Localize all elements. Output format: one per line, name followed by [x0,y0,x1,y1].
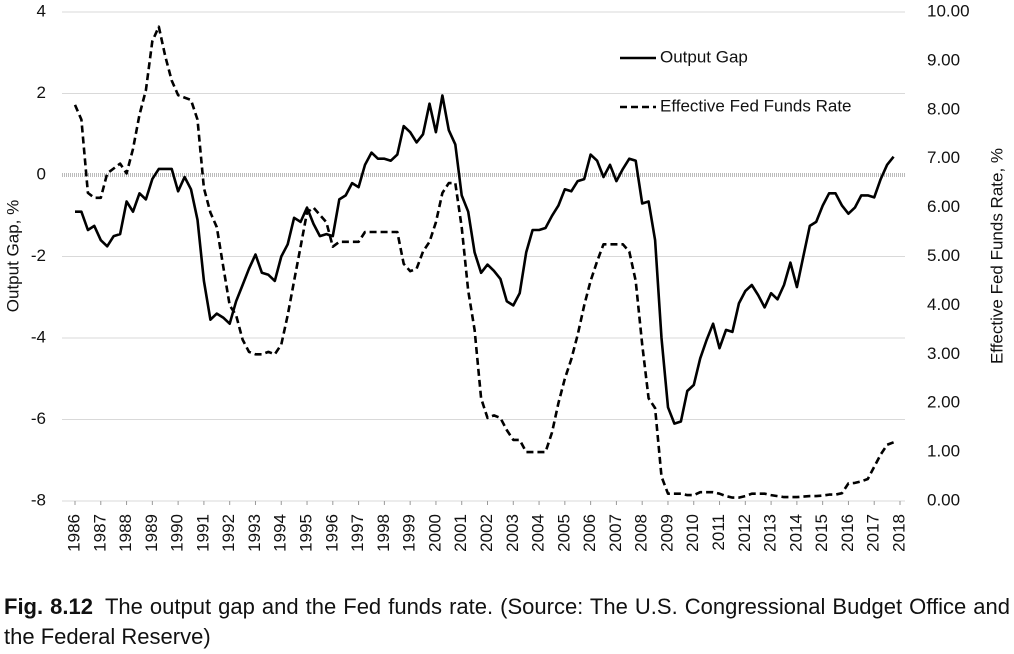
caption: Fig. 8.12 The output gap and the Fed fund… [4,592,1010,652]
y-tick-label: -4 [31,327,46,346]
y2-tick-label: 10.00 [927,1,970,20]
x-tick-label: 2012 [735,514,754,552]
grid [62,11,905,502]
x-tick-label: 1995 [297,514,316,552]
x-tick-label: 2002 [477,514,496,552]
x-tick-label: 1994 [271,514,290,552]
x-tick-label: 2005 [554,514,573,552]
y2-tick-label: 2.00 [927,393,960,412]
x-tick-label: 2003 [503,514,522,552]
legend-label: Effective Fed Funds Rate [660,96,852,115]
x-tick-label: 2017 [864,514,883,552]
x-tick-label: 2011 [709,514,728,551]
y2-tick-label: 1.00 [927,442,960,461]
x-tick-label: 1992 [219,514,238,552]
y-tick-label: 0 [37,164,46,183]
y2-axis-label: Effective Fed Funds Rate, % [987,148,1006,364]
y-tick-label: 2 [37,83,46,102]
series-line [73,25,895,499]
x-tick-label: 2010 [683,514,702,552]
y2-tick-label: 6.00 [927,197,960,216]
plot-area [73,25,895,499]
x-tick-label: 1986 [64,514,83,552]
x-tick-label: 2001 [451,514,470,552]
chart: Output Gap, % Effective Fed Funds Rate, … [3,1,1006,552]
x-tick-label: 2016 [838,514,857,552]
x-tick-label: 2006 [580,514,599,552]
x-tick-label: 2015 [812,514,831,552]
x-tick-label: 1998 [374,514,393,552]
y-axis-label: Output Gap, % [3,200,22,312]
x-tick-label: 2004 [529,514,548,552]
x-tick-label: 1996 [322,514,341,552]
y2-tick-label: 7.00 [927,148,960,167]
x-tick-label: 2014 [786,514,805,552]
y2-tick-label: 3.00 [927,344,960,363]
y-tick-label: 4 [37,1,46,20]
x-tick-label: 2008 [632,514,651,552]
y2-tick-label: 0.00 [927,490,960,509]
y2-tick-label: 8.00 [927,99,960,118]
x-tick-label: 1987 [90,514,109,552]
x-tick-label: 1997 [348,514,367,552]
y-tick-label: -6 [31,409,46,428]
x-tick-label: 1988 [116,514,135,552]
x-tick-label: 1993 [245,514,264,552]
x-tick-label: 2018 [889,514,908,552]
caption-label: Fig. 8.12 [4,594,93,619]
x-tick-label: 2013 [761,514,780,552]
y-tick-label: -2 [31,246,46,265]
x-tick-label: 1999 [400,514,419,552]
x-tick-label: 1990 [168,514,187,552]
x-tick-label: 1989 [142,514,161,552]
x-tick-label: 2009 [657,514,676,552]
x-tick-label: 1991 [193,514,212,552]
y2-tick-label: 9.00 [927,50,960,69]
series-line [75,94,895,425]
y2-tick-label: 4.00 [927,295,960,314]
y-tick-label: -8 [31,490,46,509]
caption-text: The output gap and the Fed funds rate. (… [4,594,1010,649]
x-tick-label: 2007 [606,514,625,552]
legend-label: Output Gap [660,47,748,66]
y2-tick-label: 5.00 [927,246,960,265]
x-tick-label: 2000 [425,514,444,552]
